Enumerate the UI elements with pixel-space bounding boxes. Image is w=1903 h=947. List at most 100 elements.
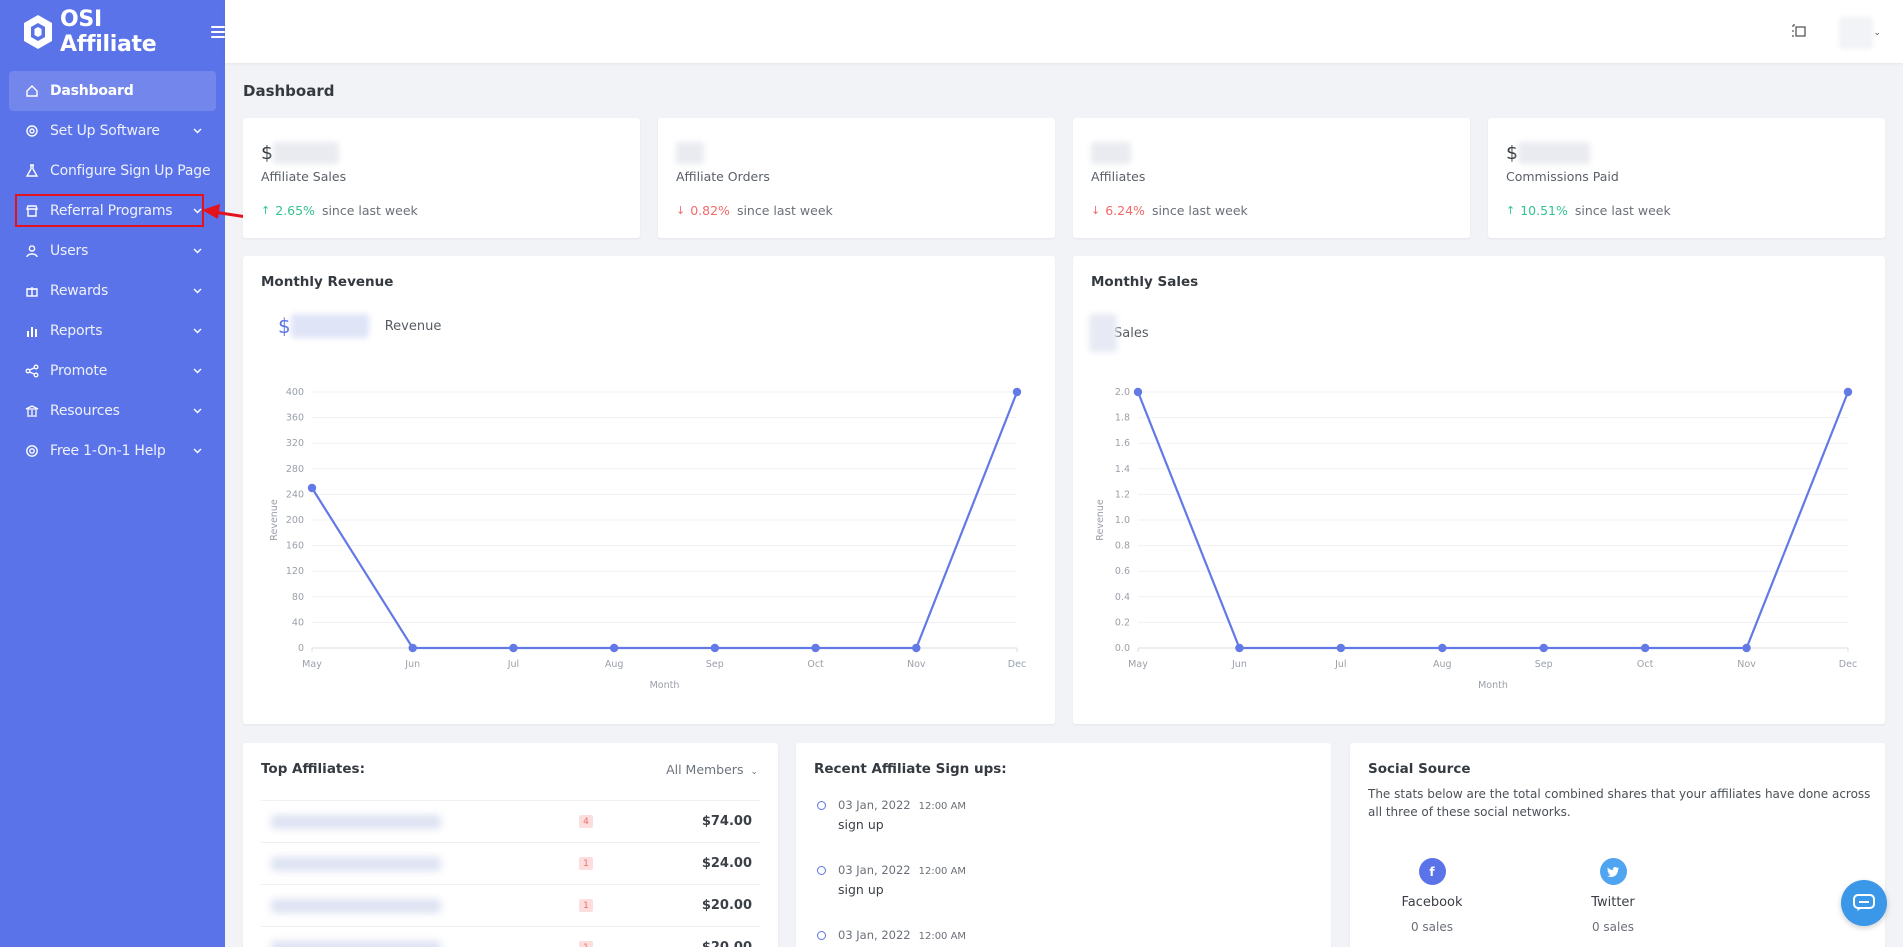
y-axis-title: Revenue xyxy=(1095,499,1106,541)
gift-icon xyxy=(25,284,39,298)
stat-label: Affiliate Sales xyxy=(261,169,347,184)
y-tick-label: 240 xyxy=(286,489,304,500)
y-tick-label: 0.8 xyxy=(1115,541,1130,552)
sidebar-item-set-up-software[interactable]: Set Up Software xyxy=(9,111,216,151)
filter-label: All Members xyxy=(666,762,744,777)
card-title: Recent Affiliate Sign ups: xyxy=(814,761,1007,777)
data-point[interactable] xyxy=(811,643,820,653)
card-title: Monthly Sales xyxy=(1091,274,1199,290)
data-point[interactable] xyxy=(710,643,720,653)
affiliate-name-blurred xyxy=(271,856,441,871)
sidebar-item-label: Free 1-On-1 Help xyxy=(50,443,166,459)
stat-change-value: 0.82% xyxy=(690,203,730,218)
affiliate-name-blurred xyxy=(271,940,441,947)
y-axis-title: Revenue xyxy=(269,499,280,541)
stat-change: ↑ 2.65% since last week xyxy=(261,203,418,218)
y-tick-label: 0.6 xyxy=(1115,566,1130,577)
fullscreen-icon[interactable] xyxy=(1791,23,1809,41)
sidebar-item-label: Referral Programs xyxy=(50,203,173,219)
facebook-icon[interactable]: f xyxy=(1418,858,1446,885)
social-count: 0 sales xyxy=(1591,920,1635,934)
y-tick-label: 1.8 xyxy=(1115,413,1130,424)
signup-date-text: 03 Jan, 2022 xyxy=(838,798,911,812)
y-tick-label: 0.2 xyxy=(1115,617,1130,628)
stat-card-affiliates: Affiliates ↓ 6.24% since last week xyxy=(1073,118,1470,238)
stat-change-suffix: since last week xyxy=(736,203,833,218)
members-filter-dropdown[interactable]: All Members ⌄ xyxy=(666,762,758,777)
flask-icon xyxy=(25,164,39,178)
data-point[interactable] xyxy=(307,483,317,493)
sidebar-item-configure-sign-up-page[interactable]: Configure Sign Up Page xyxy=(9,151,216,191)
store-icon xyxy=(25,204,39,218)
data-point[interactable] xyxy=(912,643,921,653)
twitter-icon[interactable] xyxy=(1599,858,1627,885)
sidebar-item-resources[interactable]: Resources xyxy=(9,391,216,431)
series-line xyxy=(311,391,1019,650)
signup-date: 03 Jan, 2022 12:00 AM xyxy=(838,928,966,942)
y-tick-label: 160 xyxy=(286,541,304,552)
sidebar-item-promote[interactable]: Promote xyxy=(9,351,216,391)
sidebar-item-referral-programs[interactable]: Referral Programs xyxy=(9,191,216,231)
table-row[interactable]: 1 $20.00 xyxy=(261,926,760,947)
stat-label: Affiliate Orders xyxy=(676,169,770,184)
chevron-down-icon xyxy=(192,406,202,416)
stat-label: Affiliates xyxy=(1091,169,1146,184)
currency-prefix: $ xyxy=(278,314,291,338)
sidebar-item-dashboard[interactable]: Dashboard xyxy=(9,71,216,111)
signup-time: 12:00 AM xyxy=(918,931,967,942)
data-point[interactable] xyxy=(1012,387,1022,397)
data-point[interactable] xyxy=(1133,387,1143,397)
table-row[interactable]: 1 $20.00 xyxy=(261,884,760,926)
sales-total-blurred xyxy=(1089,314,1117,352)
data-point[interactable] xyxy=(1539,643,1548,653)
y-tick-label: 360 xyxy=(286,413,304,424)
data-point[interactable] xyxy=(609,643,619,653)
chat-button[interactable] xyxy=(1841,880,1887,926)
sidebar-item-label: Reports xyxy=(50,323,103,339)
data-point[interactable] xyxy=(1742,643,1751,653)
stat-change: ↓ 6.24% since last week xyxy=(1091,203,1248,218)
stat-change-value: 6.24% xyxy=(1105,203,1145,218)
avatar[interactable] xyxy=(1839,17,1873,49)
signup-time: 12:00 AM xyxy=(918,801,967,812)
stat-value: $ xyxy=(1506,142,1591,164)
table-row[interactable]: 1 $24.00 xyxy=(261,842,760,884)
sidebar-item-label: Resources xyxy=(50,403,120,419)
top-affiliates-card: Top Affiliates: All Members ⌄ 4 $74.00 1… xyxy=(243,743,778,947)
y-tick-label: 120 xyxy=(286,566,304,577)
x-tick-label: Aug xyxy=(605,659,624,670)
x-tick-label: May xyxy=(302,659,322,670)
data-point[interactable] xyxy=(408,643,417,653)
data-point[interactable] xyxy=(1438,643,1447,653)
y-tick-label: 1.4 xyxy=(1115,464,1130,475)
stat-value xyxy=(676,142,704,164)
table-row[interactable]: 4 $74.00 xyxy=(261,800,760,842)
data-point[interactable] xyxy=(509,643,518,653)
sidebar-item-reports[interactable]: Reports xyxy=(9,311,216,351)
data-point[interactable] xyxy=(1843,387,1853,397)
chevron-down-icon[interactable]: ⌄ xyxy=(1873,28,1881,38)
sidebar-item-free-1-on-1-help[interactable]: Free 1-On-1 Help xyxy=(9,431,216,471)
stat-card-commissions-paid: $ Commissions Paid ↑ 10.51% since last w… xyxy=(1488,118,1885,238)
data-point[interactable] xyxy=(1640,643,1650,653)
data-point[interactable] xyxy=(1235,643,1244,653)
y-tick-label: 1.2 xyxy=(1115,489,1130,500)
currency-prefix: $ xyxy=(261,142,274,164)
y-tick-label: 0.4 xyxy=(1115,592,1130,603)
card-title: Top Affiliates: xyxy=(261,761,365,777)
data-point[interactable] xyxy=(1336,643,1346,653)
page-title: Dashboard xyxy=(243,82,335,100)
card-title: Monthly Revenue xyxy=(261,274,394,290)
x-tick-label: Dec xyxy=(1839,659,1857,670)
stat-value-blurred xyxy=(1091,142,1131,164)
x-tick-label: May xyxy=(1128,659,1148,670)
chevron-down-icon xyxy=(192,446,202,456)
sidebar-item-rewards[interactable]: Rewards xyxy=(9,271,216,311)
affiliate-amount: $74.00 xyxy=(701,814,752,829)
sidebar-item-users[interactable]: Users xyxy=(9,231,216,271)
affiliate-amount: $20.00 xyxy=(702,940,752,947)
chevron-down-icon xyxy=(192,126,202,136)
stat-change-value: 10.51% xyxy=(1520,203,1568,218)
stat-change-value: 2.65% xyxy=(275,203,315,218)
menu-toggle-icon[interactable] xyxy=(211,26,225,38)
